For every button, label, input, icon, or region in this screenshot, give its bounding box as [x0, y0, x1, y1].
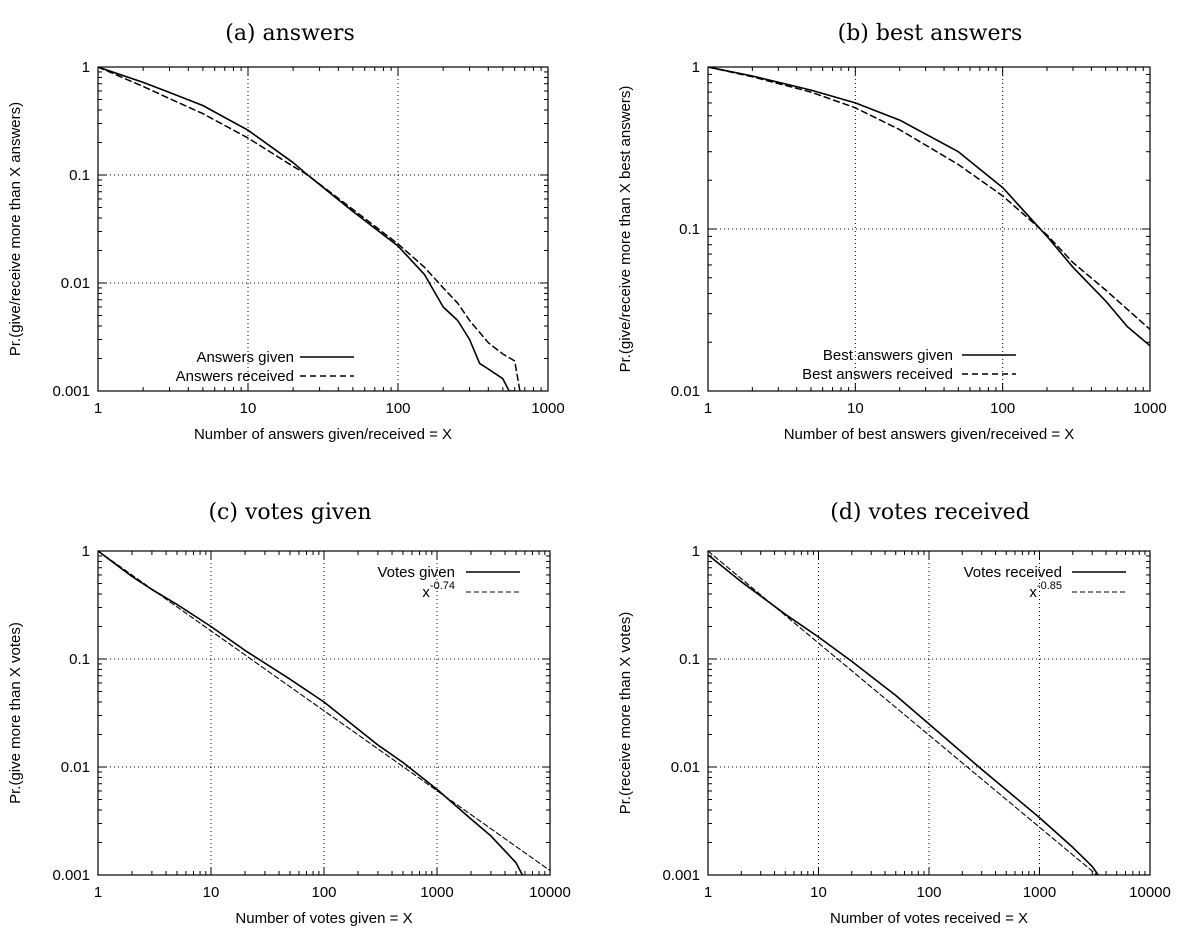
- x-tick-label: 10: [240, 400, 257, 417]
- panel-title: (a) answers: [225, 21, 355, 46]
- y-tick-label: 1: [692, 543, 700, 560]
- legend-label: Answers received: [176, 368, 294, 385]
- y-tick-label: 0.1: [679, 651, 700, 668]
- y-tick-label: 0.01: [671, 383, 700, 400]
- legend-label: x-0.74: [422, 580, 455, 601]
- x-tick-label: 10000: [529, 884, 571, 901]
- plot-frame: [97, 66, 549, 392]
- panel-title: (c) votes given: [208, 500, 371, 525]
- legend-label: x-0.85: [1029, 580, 1062, 601]
- plot-frame: [707, 550, 1151, 876]
- panel-c: (c) votes given 1 10 100 1000 10000 0.001 0.01 0…: [7, 500, 571, 927]
- legend-label: Answers given: [196, 349, 294, 366]
- x-tick-label: 1: [94, 400, 102, 417]
- series-line-solid: [98, 67, 516, 391]
- x-tick-label: 1000: [1023, 884, 1056, 901]
- plot-frame: [707, 66, 1151, 392]
- legend-exponent: -0.85: [1037, 580, 1062, 592]
- series-line-dashed: [708, 67, 1150, 331]
- y-tick-label: 0.1: [69, 167, 90, 184]
- x-tick-label: 100: [311, 884, 336, 901]
- x-tick-label: 1000: [420, 884, 453, 901]
- series-line-solid: [98, 551, 524, 875]
- plot-frame: [97, 550, 551, 876]
- x-tick-label: 100: [385, 400, 410, 417]
- legend-label: Votes given: [377, 564, 455, 581]
- y-tick-label: 0.1: [69, 651, 90, 668]
- series-line-dashed: [708, 551, 1098, 875]
- y-tick-label: 1: [692, 59, 700, 76]
- panel-title: (d) votes received: [830, 500, 1030, 525]
- y-axis-label: Pr.(give/receive more than X best answer…: [617, 86, 634, 373]
- panel-b: (b) best answers 1 10 100 1000 0.01 0.1 1 Number…: [617, 21, 1167, 443]
- panel-d: (d) votes received 1 10 100 1000 10000 0.001 0.…: [617, 500, 1171, 927]
- legend-exponent: -0.74: [430, 580, 455, 592]
- x-tick-label: 1: [94, 884, 102, 901]
- legend-label: Best answers given: [823, 347, 953, 364]
- x-axis-label: Number of votes given = X: [235, 910, 412, 927]
- legend-label: Votes received: [964, 564, 1062, 581]
- series-line-dashed: [98, 67, 521, 391]
- y-tick-label: 0.1: [679, 221, 700, 238]
- y-axis-label: Pr.(give more than X votes): [7, 622, 24, 804]
- series-line-solid: [708, 554, 1099, 875]
- panel-title: (b) best answers: [838, 21, 1023, 46]
- x-axis-label: Number of answers given/received = X: [194, 426, 452, 443]
- y-axis-label: Pr.(give/receive more than X answers): [7, 102, 24, 356]
- x-tick-label: 1: [704, 400, 712, 417]
- x-tick-label: 1000: [1133, 400, 1166, 417]
- x-tick-label: 10: [203, 884, 220, 901]
- y-tick-label: 0.001: [52, 867, 90, 884]
- x-tick-label: 10: [847, 400, 864, 417]
- legend-label: Best answers received: [802, 366, 953, 383]
- x-axis-label: Number of votes received = X: [830, 910, 1028, 927]
- y-tick-label: 0.01: [61, 759, 90, 776]
- x-tick-label: 10: [810, 884, 827, 901]
- y-tick-label: 1: [82, 543, 90, 560]
- x-tick-label: 1: [704, 884, 712, 901]
- y-tick-label: 0.001: [52, 383, 90, 400]
- y-tick-label: 0.001: [662, 867, 700, 884]
- x-tick-label: 10000: [1129, 884, 1171, 901]
- x-axis-label: Number of best answers given/received = …: [784, 426, 1075, 443]
- panel-a: (a) answers 1 10 100 1000 0.001 0.01 0.1 1 Number…: [7, 21, 565, 443]
- x-tick-label: 1000: [531, 400, 564, 417]
- series-line-solid: [708, 67, 1150, 347]
- y-tick-label: 0.01: [671, 759, 700, 776]
- x-tick-label: 100: [990, 400, 1015, 417]
- y-tick-label: 0.01: [61, 275, 90, 292]
- y-tick-label: 1: [82, 59, 90, 76]
- series-line-dashed: [98, 551, 550, 872]
- y-axis-label: Pr.(receive more than X votes): [617, 612, 634, 815]
- x-tick-label: 100: [916, 884, 941, 901]
